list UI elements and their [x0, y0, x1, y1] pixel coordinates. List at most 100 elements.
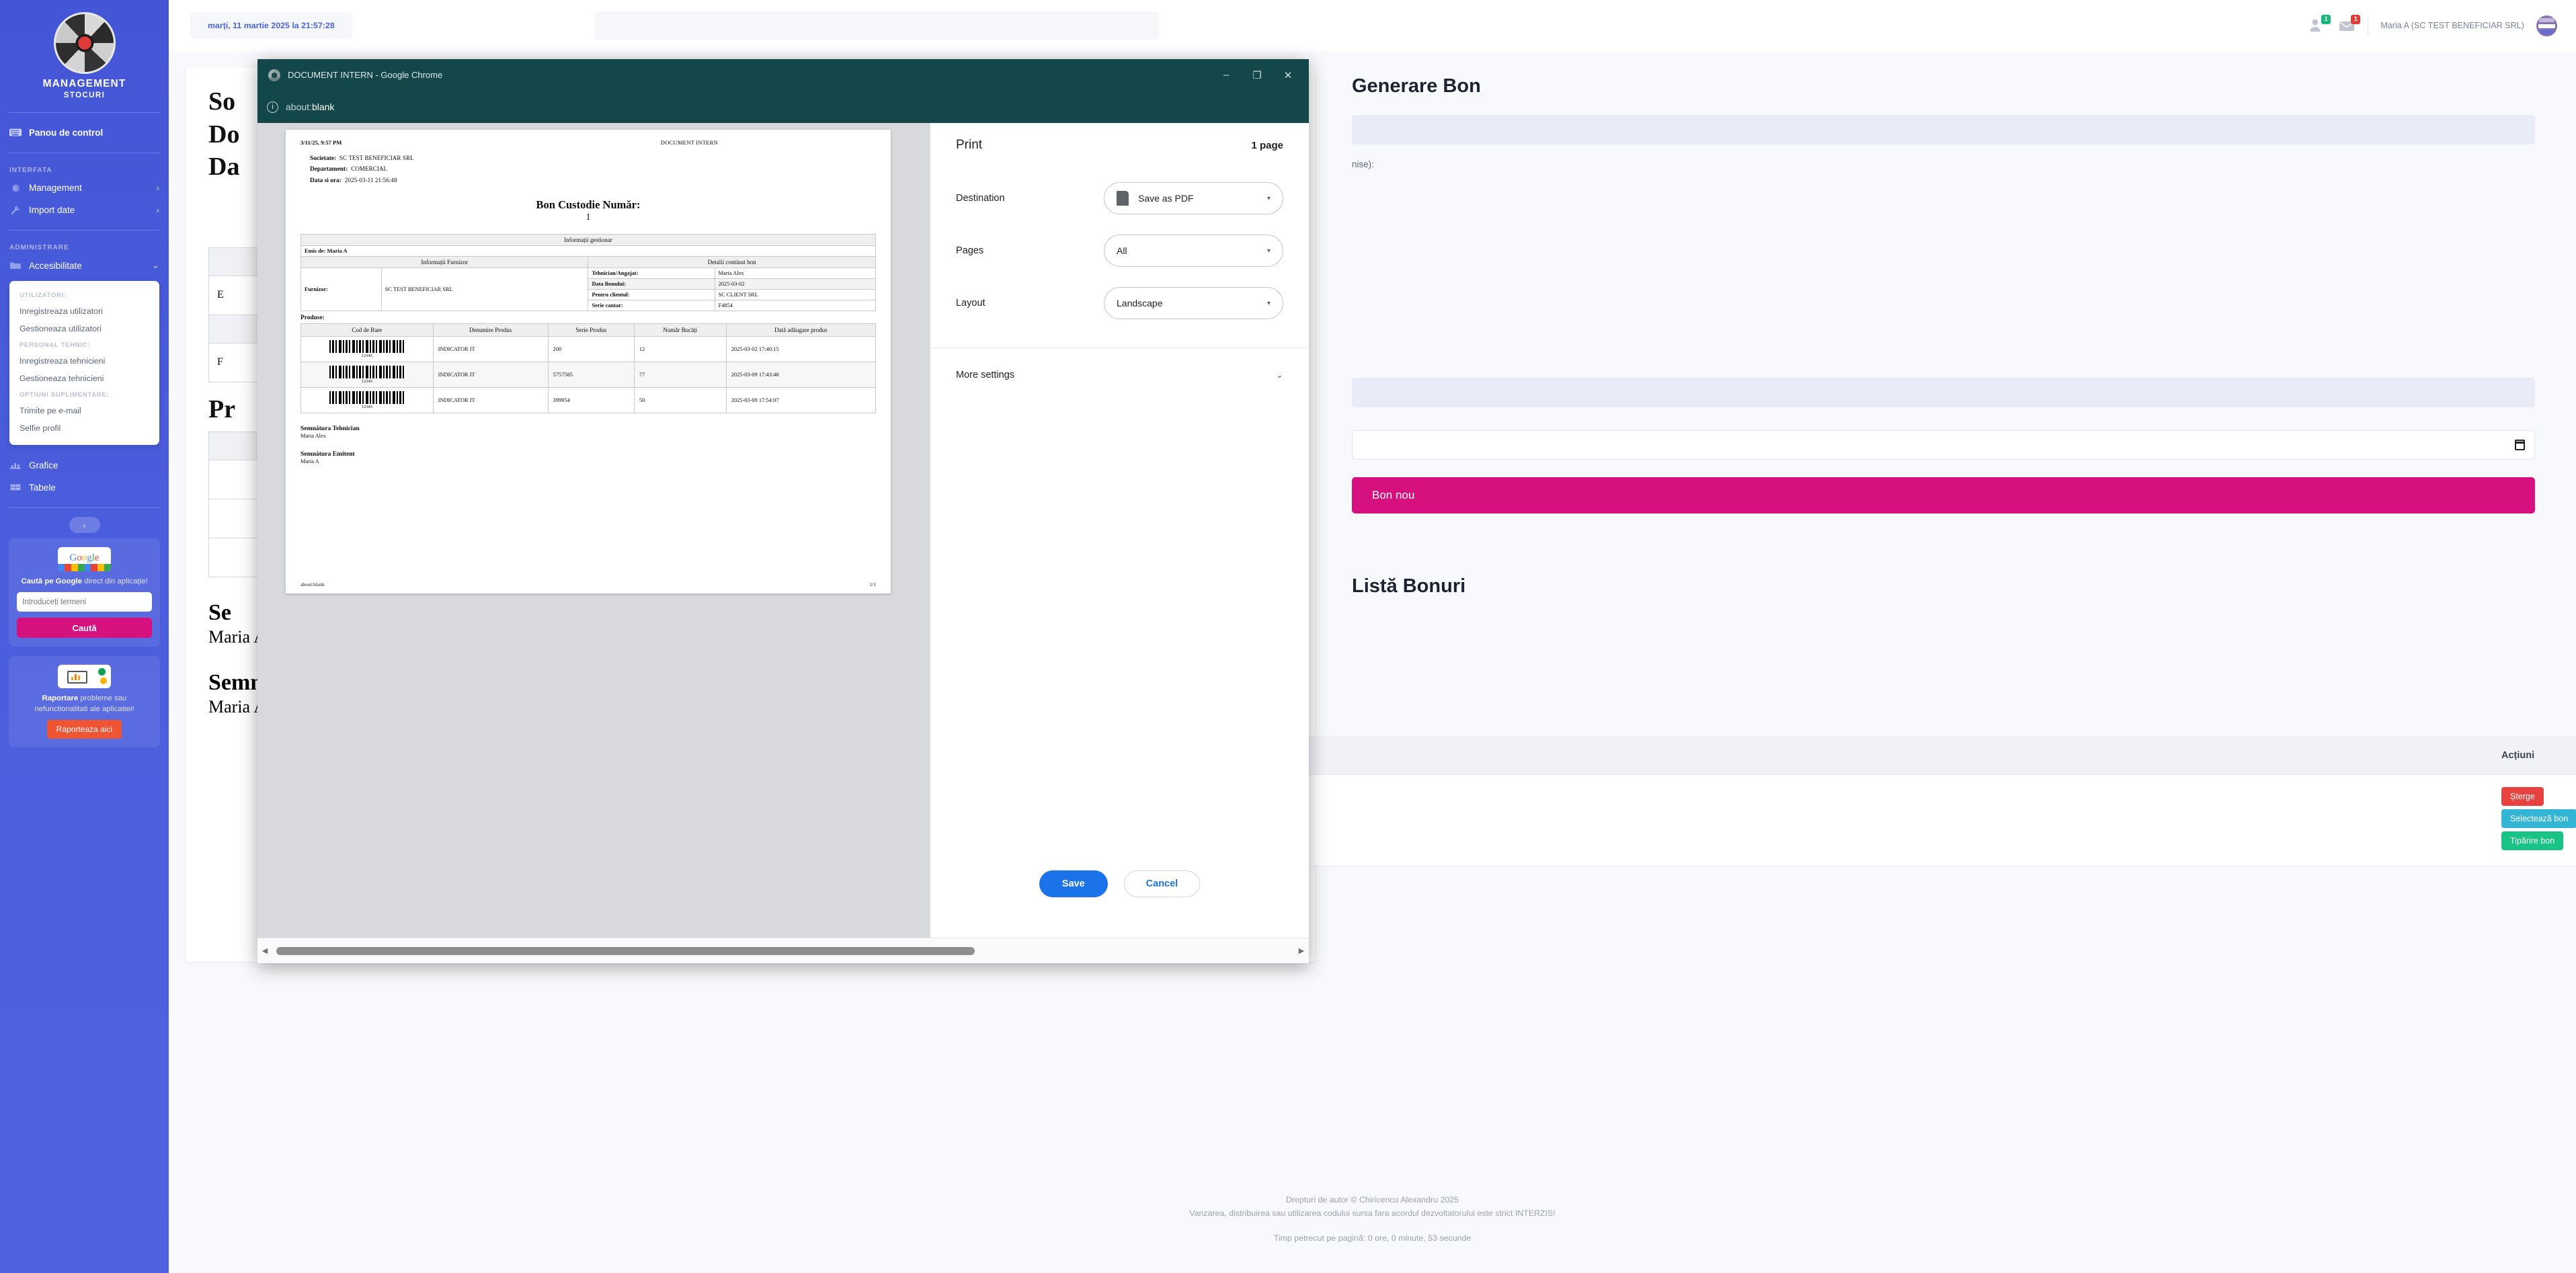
sidebar-item-grafice[interactable]: Grafice — [0, 454, 169, 477]
table-icon — [9, 483, 22, 493]
cell-bucati: 12 — [633, 336, 727, 363]
people-notifications[interactable]: 1 — [2308, 15, 2331, 34]
divider — [9, 112, 160, 113]
pages-value: All — [1117, 245, 1127, 256]
divider — [930, 347, 1309, 348]
url-suffix: blank — [311, 101, 335, 112]
divider — [9, 230, 160, 231]
mail-notifications[interactable]: 1 — [2338, 15, 2361, 34]
preview-signature-tehnician: Semnătura Tehnician Maria Alex — [300, 425, 876, 439]
col-numar-bucati: Număr Bucăți — [633, 323, 727, 337]
report-problem-card: Raportare probleme sau nefunctionalitati… — [9, 656, 160, 748]
print-row-pages: Pages All ▾ — [956, 235, 1283, 267]
chevron-down-icon: ▾ — [1266, 299, 1271, 307]
cancel-button[interactable]: Cancel — [1123, 870, 1201, 897]
global-search-input[interactable] — [594, 11, 1159, 40]
destination-select[interactable]: Save as PDF ▾ — [1104, 182, 1283, 214]
cell-actiuni: Șterge Selectează bon Tipărire bon — [2485, 775, 2576, 866]
label-pages: Pages — [956, 245, 984, 256]
cell-barcode: 12345 — [300, 336, 434, 363]
preview-timestamp: 3/11/25, 9:57 PM — [300, 139, 342, 146]
meta-value-data: 2025-03-11 21:56:48 — [344, 176, 397, 183]
selecteaza-bon-button[interactable]: Selectează bon — [2501, 809, 2576, 828]
label-destination: Destination — [956, 193, 1005, 204]
bg-heading-societate: So — [208, 87, 236, 116]
generare-bon-panel: Generare Bon nise): Bon nou Listă Bonuri — [1352, 65, 2535, 598]
cell-data: 2025-03-09 17:43:48 — [725, 362, 877, 388]
chrome-print-window: DOCUMENT INTERN - Google Chrome – ❐ ✕ i … — [257, 59, 1309, 963]
horizontal-scrollbar[interactable]: ◀ ▶ — [257, 938, 1309, 963]
user-name-company[interactable]: Maria A (SC TEST BENEFICIAR SRL) — [2380, 21, 2524, 30]
scrollbar-track[interactable] — [270, 946, 1297, 956]
sidebar-item-dashboard[interactable]: Panou de control — [0, 122, 169, 144]
sidebar-item-label: Management — [29, 183, 82, 193]
cell-serie: 399954 — [547, 387, 635, 414]
keyboard-icon — [9, 128, 22, 138]
bon-nou-button[interactable]: Bon nou — [1352, 477, 2535, 514]
app-logo-icon — [53, 12, 116, 74]
avatar[interactable] — [2536, 15, 2557, 36]
sidebar-item-label: Accesibilitate — [29, 260, 82, 271]
barcode-number: 12345 — [361, 354, 372, 359]
produse-row: 12345 INDICATOR IT 200 12 2025-03-02 17:… — [300, 336, 877, 363]
sterge-button[interactable]: Șterge — [2501, 787, 2544, 806]
google-search-input[interactable] — [17, 592, 152, 612]
sidebar-item-management[interactable]: Management › — [0, 177, 169, 199]
footer-time-on-page: Timp petrecut pe pagină: 0 ore, 0 minute… — [1273, 1233, 1472, 1243]
save-button[interactable]: Save — [1039, 870, 1108, 897]
meta-label-data: Data si ora: — [310, 177, 341, 184]
pages-select[interactable]: All ▾ — [1104, 235, 1283, 267]
sidebar-section-interfata: INTERFATA — [9, 167, 52, 174]
sidebar-item-tabele[interactable]: Tabele — [0, 477, 169, 499]
generare-select-1[interactable] — [1352, 115, 2535, 145]
barcode-icon — [329, 340, 405, 354]
minimize-button[interactable]: – — [1223, 69, 1230, 81]
scroll-left-arrow-icon[interactable]: ◀ — [261, 947, 268, 955]
generare-select-2[interactable] — [1352, 378, 2535, 407]
detalii-label-serie-cantar: Serie cantar: — [588, 300, 715, 312]
cell-denumire: INDICATOR IT — [432, 362, 549, 388]
submenu-item-selfie-profil[interactable]: Selfie profil — [19, 423, 61, 433]
sig-tech-name: Maria Alex — [300, 433, 326, 440]
chrome-logo-icon — [268, 69, 280, 81]
scrollbar-thumb[interactable] — [276, 946, 975, 955]
label-layout: Layout — [956, 298, 985, 309]
generare-date-input[interactable] — [1352, 430, 2535, 460]
tiparire-bon-button[interactable]: Tipărire bon — [2501, 831, 2564, 850]
brand[interactable]: MANAGEMENT STOCURI — [0, 0, 169, 104]
print-settings-panel: Print 1 page Destination Save as PDF ▾ P… — [930, 123, 1309, 938]
scroll-right-arrow-icon[interactable]: ▶ — [1298, 947, 1305, 955]
submenu-item-gestioneaza-tehnicieni[interactable]: Gestioneaza tehnicieni — [19, 374, 104, 383]
cell-data: 2025-03-09 17:54:07 — [725, 387, 877, 414]
google-card-text-rest: direct din aplicație! — [82, 577, 148, 585]
brand-subtitle: STOCURI — [63, 91, 106, 99]
submenu-head-utilizatori: UTILIZATORI: — [19, 292, 67, 299]
collapse-sidebar-button[interactable]: ‹ — [69, 517, 100, 533]
sidebar-item-accesibilitate[interactable]: Accesibilitate ⌄ — [0, 254, 169, 277]
report-here-button[interactable]: Raporteaza aici — [46, 720, 122, 739]
report-illustration-icon — [58, 665, 111, 689]
sidebar-item-import-date[interactable]: Import date › — [0, 199, 169, 221]
furnizor-value: SC TEST BENEFICIAR SRL — [380, 268, 589, 312]
preview-signature-emitent: Semnătura Emitent Maria A — [300, 450, 876, 464]
sidebar-section-administrare: ADMINISTRARE — [9, 244, 69, 251]
generare-field-label: nise): — [1352, 159, 1374, 169]
cell-serie: 200 — [547, 336, 635, 363]
report-card-text: Raportare probleme sau nefunctionalitati… — [17, 694, 152, 714]
close-button[interactable]: ✕ — [1283, 69, 1293, 81]
chrome-titlebar[interactable]: DOCUMENT INTERN - Google Chrome – ❐ ✕ — [257, 59, 1309, 91]
chrome-url-bar[interactable]: i about:blank — [257, 91, 1309, 123]
google-search-button[interactable]: Caută — [17, 618, 152, 639]
submenu-item-inregistreaza-utilizatori[interactable]: Inregistreaza utilizatori — [19, 306, 103, 316]
cell-data: 2025-03-02 17:40:15 — [725, 336, 877, 363]
maximize-button[interactable]: ❐ — [1252, 69, 1262, 81]
submenu-item-gestioneaza-utilizatori[interactable]: Gestioneaza utilizatori — [19, 324, 102, 333]
more-settings-toggle[interactable]: More settings ⌄ — [956, 348, 1283, 380]
info-icon[interactable]: i — [267, 101, 278, 113]
furnizor-header: Informații Furnizor — [300, 256, 589, 269]
submenu-item-trimite-pe-email[interactable]: Trimite pe e-mail — [19, 406, 81, 415]
cell-bucati: 50 — [633, 387, 727, 414]
layout-select[interactable]: Landscape ▾ — [1104, 287, 1283, 319]
sig-tech-title: Semnătura Tehnician — [300, 425, 360, 433]
submenu-item-inregistreaza-tehnicieni[interactable]: Inregistreaza tehnicieni — [19, 356, 106, 366]
